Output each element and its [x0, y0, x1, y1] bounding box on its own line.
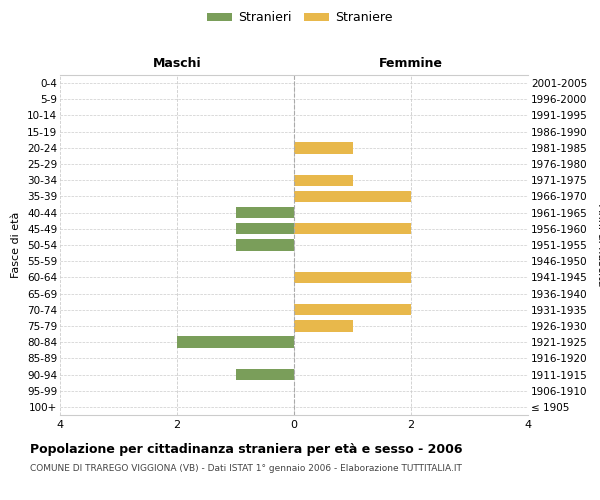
Text: Femmine: Femmine — [379, 57, 443, 70]
Bar — [235, 369, 294, 380]
Bar — [235, 240, 294, 250]
Bar — [294, 142, 353, 154]
Bar — [294, 191, 411, 202]
Y-axis label: Fasce di età: Fasce di età — [11, 212, 22, 278]
Bar — [294, 174, 353, 186]
Bar — [294, 320, 353, 332]
Text: Maschi: Maschi — [152, 57, 202, 70]
Text: COMUNE DI TRAREGO VIGGIONA (VB) - Dati ISTAT 1° gennaio 2006 - Elaborazione TUTT: COMUNE DI TRAREGO VIGGIONA (VB) - Dati I… — [30, 464, 462, 473]
Bar — [294, 272, 411, 283]
Bar — [235, 207, 294, 218]
Bar — [294, 223, 411, 234]
Bar — [294, 304, 411, 316]
Legend: Stranieri, Straniere: Stranieri, Straniere — [202, 6, 398, 29]
Text: Popolazione per cittadinanza straniera per età e sesso - 2006: Popolazione per cittadinanza straniera p… — [30, 442, 463, 456]
Bar — [177, 336, 294, 348]
Bar — [235, 223, 294, 234]
Y-axis label: Anni di nascita: Anni di nascita — [596, 204, 600, 286]
